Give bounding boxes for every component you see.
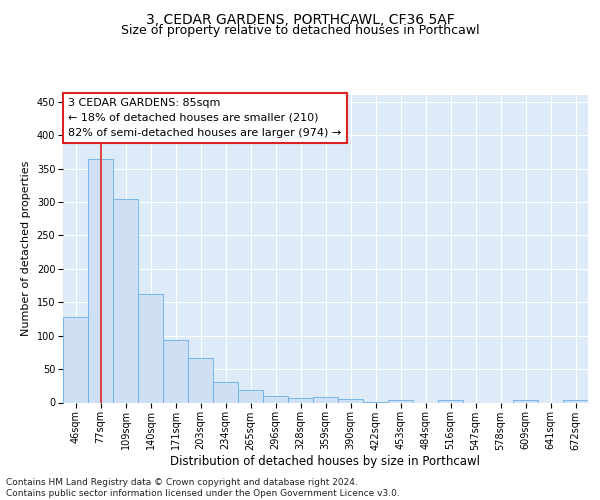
- Bar: [438, 400, 463, 402]
- Bar: [388, 400, 413, 402]
- X-axis label: Distribution of detached houses by size in Porthcawl: Distribution of detached houses by size …: [170, 455, 481, 468]
- Bar: [338, 399, 363, 402]
- Bar: [213, 382, 238, 402]
- Bar: [288, 398, 313, 402]
- Y-axis label: Number of detached properties: Number of detached properties: [21, 161, 31, 336]
- Bar: [88, 158, 113, 402]
- Bar: [113, 198, 138, 402]
- Text: 3 CEDAR GARDENS: 85sqm
← 18% of detached houses are smaller (210)
82% of semi-de: 3 CEDAR GARDENS: 85sqm ← 18% of detached…: [68, 98, 341, 138]
- Bar: [563, 400, 588, 402]
- Bar: [238, 390, 263, 402]
- Bar: [263, 396, 288, 402]
- Bar: [138, 294, 163, 403]
- Bar: [63, 317, 88, 402]
- Bar: [163, 340, 188, 402]
- Bar: [513, 400, 538, 402]
- Bar: [188, 358, 213, 403]
- Bar: [313, 397, 338, 402]
- Text: Contains HM Land Registry data © Crown copyright and database right 2024.
Contai: Contains HM Land Registry data © Crown c…: [6, 478, 400, 498]
- Text: 3, CEDAR GARDENS, PORTHCAWL, CF36 5AF: 3, CEDAR GARDENS, PORTHCAWL, CF36 5AF: [146, 12, 454, 26]
- Text: Size of property relative to detached houses in Porthcawl: Size of property relative to detached ho…: [121, 24, 479, 37]
